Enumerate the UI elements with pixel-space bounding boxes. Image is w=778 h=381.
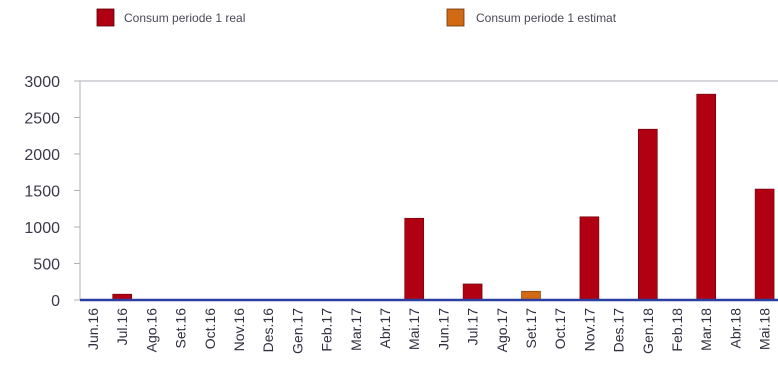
- y-tick-label: 1500: [24, 184, 60, 201]
- x-tick-label: Mai.18: [757, 308, 773, 350]
- bar-estimated-set-17: [521, 290, 541, 301]
- x-tick-label: Set.17: [523, 308, 539, 349]
- x-tick-label: Jul.16: [114, 308, 130, 346]
- x-tick-label: Gen.17: [289, 308, 305, 354]
- x-tick-label: Abr.18: [727, 308, 743, 349]
- x-tick-label: Jul.17: [465, 308, 481, 346]
- legend-label-real: Consum periode 1 real: [124, 11, 245, 25]
- x-tick-label: Feb.17: [319, 308, 335, 352]
- x-tick-label: Gen.18: [640, 308, 656, 354]
- plot-frame: [79, 80, 778, 300]
- legend-label-estimated: Consum periode 1 estimat: [476, 11, 617, 25]
- x-tick-label: Set.16: [173, 308, 189, 349]
- x-tick-label: Des.17: [611, 308, 627, 353]
- x-tick-label: Nov.17: [581, 308, 597, 352]
- x-tick-label: Mar.18: [698, 308, 714, 351]
- bar-real-mai-17: [404, 217, 425, 301]
- y-tick-label: 1000: [24, 220, 60, 237]
- bars: [112, 93, 775, 301]
- x-tick-label: Des.16: [260, 308, 276, 353]
- x-tick-label: Oct.17: [552, 308, 568, 349]
- bar-real-mar-18: [696, 93, 717, 301]
- x-tick-label: Oct.16: [202, 308, 218, 349]
- x-tick-label: Mar.17: [348, 308, 364, 351]
- legend-item-estimated: Consum periode 1 estimat: [446, 8, 617, 27]
- legend-item-real: Consum periode 1 real: [96, 8, 245, 27]
- x-axis: Jun.16 Jul.16 Ago.16 Set.16 Oct.16 Nov.16 Des.…: [80, 298, 778, 354]
- x-tick-label: Jun.16: [85, 308, 101, 350]
- y-tick-label: 3000: [24, 74, 60, 91]
- y-tick-label: 0: [51, 293, 60, 310]
- bar-real-jul-17: [462, 283, 483, 301]
- x-tick-label: Jun.17: [435, 308, 451, 350]
- x-tick-label: Abr.17: [377, 308, 393, 349]
- y-tick-label: 500: [33, 257, 60, 274]
- x-tick-label: Feb.18: [669, 308, 685, 352]
- x-tick-label: Ago.17: [494, 308, 510, 353]
- y-tick-label: 2000: [24, 147, 60, 164]
- x-tick-label: Ago.16: [143, 308, 159, 353]
- x-tick-label: Nov.16: [231, 308, 247, 352]
- bar-real-nov-17: [579, 216, 600, 301]
- y-axis: 0 500 1000 1500 2000 2500 3000: [24, 74, 80, 310]
- bar-real-mai-18: [754, 188, 775, 301]
- legend-swatch-real: [96, 8, 115, 27]
- legend-swatch-estimated: [446, 8, 465, 27]
- bar-real-gen-18: [637, 128, 658, 301]
- x-tick-label: Mai.17: [406, 308, 422, 350]
- y-tick-label: 2500: [24, 111, 60, 128]
- legend: Consum periode 1 real Consum periode 1 e…: [96, 8, 617, 27]
